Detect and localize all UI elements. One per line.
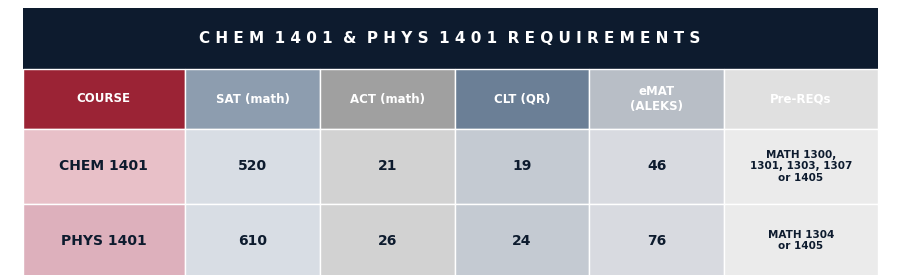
Bar bbox=[724, 129, 878, 204]
Bar bbox=[454, 204, 590, 275]
Text: 610: 610 bbox=[238, 234, 267, 248]
Bar bbox=[320, 129, 454, 204]
Text: 19: 19 bbox=[512, 160, 532, 173]
Bar bbox=[590, 204, 724, 275]
Text: C H E M  1 4 0 1  &  P H Y S  1 4 0 1  R E Q U I R E M E N T S: C H E M 1 4 0 1 & P H Y S 1 4 0 1 R E Q … bbox=[199, 31, 701, 46]
Text: 26: 26 bbox=[378, 234, 397, 248]
Text: Pre-REQs: Pre-REQs bbox=[770, 92, 832, 106]
Bar bbox=[22, 69, 185, 129]
Bar bbox=[22, 129, 185, 204]
Bar bbox=[22, 8, 878, 69]
Bar bbox=[454, 129, 590, 204]
Text: CLT (QR): CLT (QR) bbox=[494, 92, 550, 106]
Bar bbox=[590, 69, 724, 129]
Bar bbox=[185, 69, 320, 129]
Bar bbox=[724, 69, 878, 129]
Text: eMAT
(ALEKS): eMAT (ALEKS) bbox=[630, 85, 683, 113]
Bar bbox=[185, 129, 320, 204]
Bar bbox=[320, 69, 454, 129]
Text: MATH 1304
or 1405: MATH 1304 or 1405 bbox=[768, 230, 834, 251]
Bar bbox=[320, 204, 454, 275]
Bar bbox=[590, 129, 724, 204]
Bar bbox=[724, 204, 878, 275]
Bar bbox=[185, 204, 320, 275]
Text: 46: 46 bbox=[647, 160, 667, 173]
Text: ACT (math): ACT (math) bbox=[350, 92, 425, 106]
Text: CHEM 1401: CHEM 1401 bbox=[59, 160, 148, 173]
Text: 76: 76 bbox=[647, 234, 666, 248]
Text: MATH 1300,
1301, 1303, 1307
or 1405: MATH 1300, 1301, 1303, 1307 or 1405 bbox=[750, 150, 852, 183]
Bar bbox=[454, 69, 590, 129]
Text: SAT (math): SAT (math) bbox=[216, 92, 290, 106]
Text: PHYS 1401: PHYS 1401 bbox=[61, 234, 147, 248]
Text: 520: 520 bbox=[238, 160, 267, 173]
Text: 21: 21 bbox=[377, 160, 397, 173]
Bar bbox=[22, 204, 185, 275]
Text: 24: 24 bbox=[512, 234, 532, 248]
Text: COURSE: COURSE bbox=[76, 92, 130, 106]
